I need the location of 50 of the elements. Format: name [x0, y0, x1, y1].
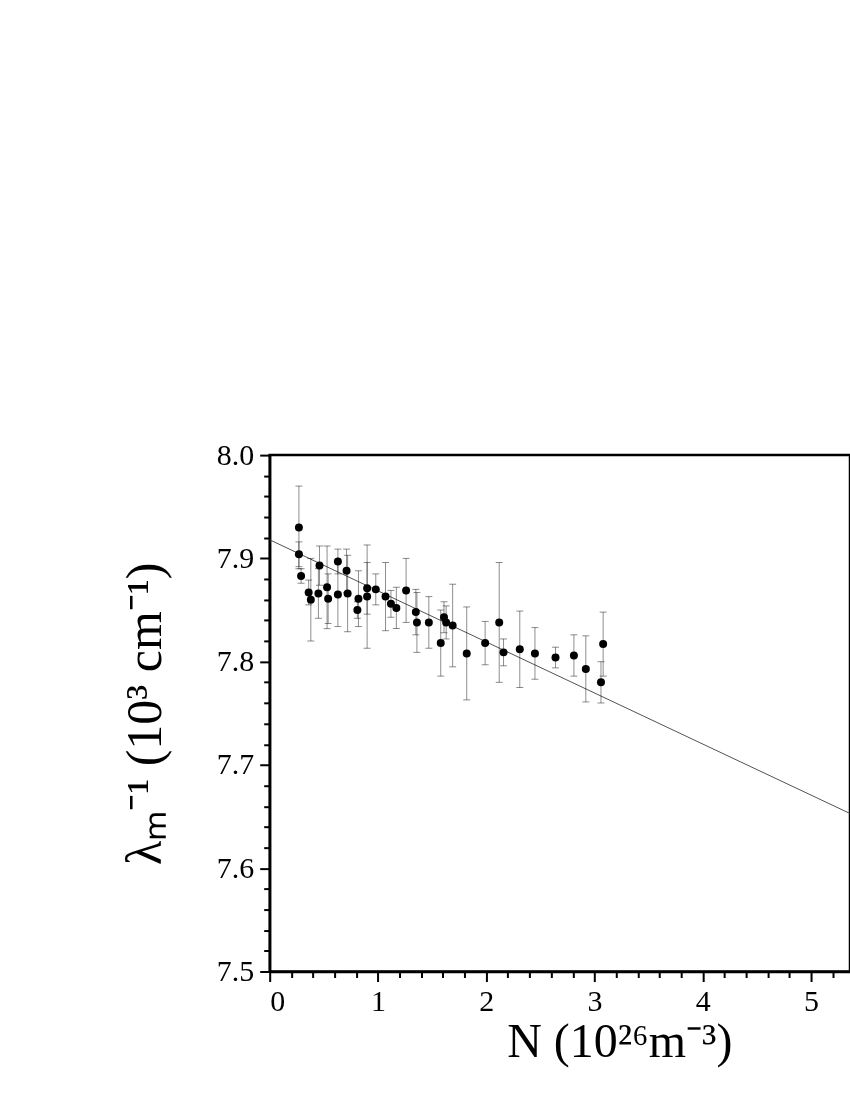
- point: [596, 678, 605, 687]
- point: [294, 550, 303, 559]
- point: [363, 592, 372, 601]
- point: [342, 566, 351, 575]
- point: [442, 618, 451, 627]
- point: [353, 606, 362, 615]
- point: [481, 639, 490, 648]
- y-tick-label: 7.5: [216, 953, 255, 987]
- point: [599, 640, 608, 649]
- point: [333, 557, 342, 566]
- point: [386, 599, 395, 608]
- point: [581, 664, 590, 673]
- point: [324, 594, 333, 603]
- point: [333, 590, 342, 599]
- point: [297, 571, 306, 580]
- point: [569, 651, 578, 660]
- point: [304, 588, 313, 597]
- x-tick-label: 1: [370, 983, 386, 1017]
- y-tick-label: 7.6: [216, 850, 255, 884]
- point: [381, 592, 390, 601]
- point: [323, 583, 332, 592]
- point: [495, 618, 504, 627]
- point: [411, 608, 420, 617]
- point: [294, 523, 303, 532]
- point: [448, 621, 457, 630]
- point: [530, 649, 539, 658]
- point: [499, 648, 508, 657]
- point: [306, 595, 315, 604]
- point: [354, 594, 363, 603]
- y-axis-title: λₘ⁻¹ (10³ cm⁻¹): [115, 562, 172, 865]
- y-tick-label: 8.0: [216, 437, 255, 471]
- point: [551, 653, 560, 662]
- point: [363, 584, 372, 593]
- point: [412, 618, 421, 627]
- y-tick-label: 7.7: [216, 747, 255, 781]
- point: [462, 649, 471, 658]
- x-tick-label: 5: [804, 983, 820, 1017]
- point: [315, 561, 324, 570]
- x-tick-label: 2: [479, 983, 495, 1017]
- x-tick-label: 0: [270, 983, 286, 1017]
- y-tick-label: 7.8: [216, 644, 255, 678]
- point: [392, 603, 401, 612]
- y-tick-label: 7.9: [216, 540, 255, 574]
- point: [314, 589, 323, 598]
- point: [424, 618, 433, 627]
- point: [343, 589, 352, 598]
- point: [371, 585, 380, 594]
- point: [436, 639, 445, 648]
- point: [515, 645, 524, 654]
- point: [402, 586, 411, 595]
